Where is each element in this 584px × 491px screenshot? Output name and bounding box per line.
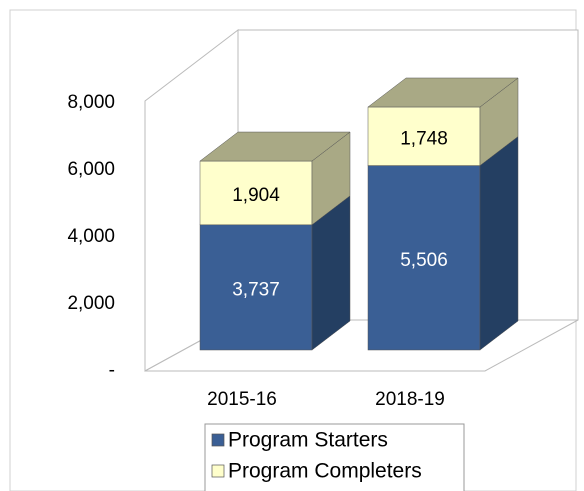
data-label: 1,748 (400, 128, 448, 149)
bar-segment: 3,737 (199, 195, 351, 351)
legend (204, 423, 465, 491)
bar-front (367, 106, 481, 166)
y-tick-label: 2,000 (67, 293, 115, 314)
data-label: 3,737 (232, 279, 280, 300)
data-label: 1,904 (232, 185, 280, 206)
y-tick-label: - (109, 360, 115, 381)
y-tick-label: 6,000 (67, 159, 115, 180)
bar-top (199, 131, 351, 162)
bar-front (199, 224, 313, 351)
legend-swatch (211, 433, 225, 447)
bar-segment: 1,748 (367, 77, 519, 167)
bar-segment: 5,506 (367, 136, 519, 351)
legend-label: Program Completers (228, 460, 422, 483)
legend-swatch (211, 464, 225, 478)
bar-front (199, 160, 313, 226)
x-tick-label: 2018-19 (375, 389, 445, 410)
x-tick-label: 2015-16 (207, 389, 277, 410)
bar-top (367, 77, 519, 108)
bar-segment: 1,904 (199, 131, 351, 226)
y-tick-label: 8,000 (67, 92, 115, 113)
bar-side (479, 136, 519, 351)
legend-label: Program Starters (228, 429, 388, 452)
y-tick-label: 4,000 (67, 226, 115, 247)
data-label: 5,506 (400, 250, 448, 271)
